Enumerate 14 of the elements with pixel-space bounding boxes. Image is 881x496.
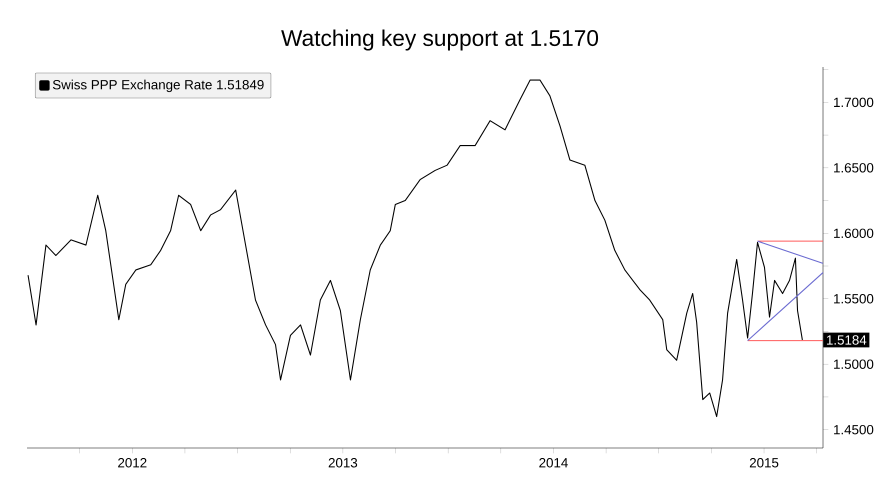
y-tick-label: 1.6000 — [834, 228, 874, 238]
x-tick-label: 2012 — [118, 458, 146, 468]
y-tick-label: 1.6500 — [834, 163, 874, 173]
y-tick-label: 1.5000 — [834, 359, 874, 369]
y-tick-label: 1.7000 — [834, 98, 874, 108]
line-series — [28, 80, 803, 418]
x-tick-label: 2015 — [750, 458, 778, 468]
y-tick-label: 1.4500 — [834, 424, 874, 434]
x-tick-label: 2013 — [328, 458, 358, 468]
legend-label: Swiss PPP Exchange Rate 1.51849 — [52, 80, 264, 92]
chart-title: Watching key support at 1.5170 — [281, 29, 598, 51]
annotation: 1.5184 — [826, 335, 866, 345]
x-tick-label: 2014 — [539, 458, 568, 468]
y-tick-label: 1.5500 — [834, 294, 874, 304]
